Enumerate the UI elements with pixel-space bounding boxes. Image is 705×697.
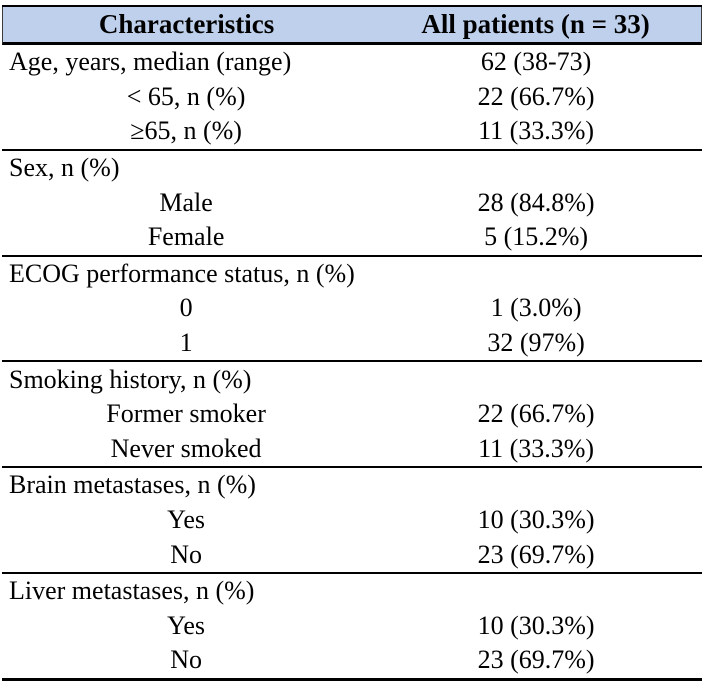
table-row: 0 1 (3.0%): [2, 291, 702, 326]
table-group: Age, years, median (range) 62 (38-73) < 65…: [2, 45, 702, 149]
row-label: ECOG performance status, n (%): [9, 258, 355, 288]
row-label: Never smoked: [110, 433, 262, 463]
row-label: No: [170, 645, 202, 675]
row-label: No: [170, 539, 202, 569]
row-value: 11 (33.3%): [478, 116, 595, 146]
table-row: Yes 10 (30.3%): [2, 609, 702, 644]
row-label: Age, years, median (range): [9, 47, 292, 77]
column-header-characteristics: Characteristics: [98, 9, 275, 39]
row-label: Sex, n (%): [9, 153, 120, 183]
row-value: 11 (33.3%): [478, 433, 595, 463]
table-row: < 65, n (%) 22 (66.7%): [2, 80, 702, 115]
table-row: Female 5 (15.2%): [2, 220, 702, 255]
row-label: 0: [179, 293, 193, 323]
table-group: ECOG performance status, n (%) 0 1 (3.0%) 1…: [2, 254, 702, 361]
table-row: Male 28 (84.8%): [2, 185, 702, 220]
row-label: ≥65, n (%): [130, 116, 242, 146]
table-row: 1 32 (97%): [2, 326, 702, 361]
row-value: 23 (69.7%): [477, 539, 595, 569]
row-label: Male: [159, 187, 213, 217]
row-label: Brain metastases, n (%): [9, 470, 256, 500]
table-row: Brain metastases, n (%): [2, 468, 702, 503]
table-header-row: Characteristics All patients (n = 33): [2, 7, 702, 45]
row-label: Yes: [167, 505, 206, 535]
row-value: 32 (97%): [487, 328, 585, 358]
row-value: 10 (30.3%): [477, 505, 595, 535]
row-label: Female: [147, 222, 225, 252]
table-row: Sex, n (%): [2, 151, 702, 186]
table-group: Brain metastases, n (%) Yes 10 (30.3%) No 23…: [2, 466, 702, 572]
row-value: 22 (66.7%): [477, 399, 595, 429]
column-header-all-patients: All patients (n = 33): [421, 9, 650, 39]
table-row: Never smoked 11 (33.3%): [2, 432, 702, 467]
table-group: Sex, n (%) Male 28 (84.8%) Female 5 (15.2%): [2, 148, 702, 255]
row-value: 1 (3.0%): [490, 293, 582, 323]
table-row: Age, years, median (range) 62 (38-73): [2, 45, 702, 80]
table-row: No 23 (69.7%): [2, 537, 702, 572]
table-row: Former smoker 22 (66.7%): [2, 397, 702, 432]
table-group: Liver metastases, n (%) Yes 10 (30.3%) No 23…: [2, 571, 702, 678]
patient-characteristics-table: Characteristics All patients (n = 33) Ag…: [2, 5, 702, 681]
table-row: Yes 10 (30.3%): [2, 503, 702, 538]
row-label: Smoking history, n (%): [9, 364, 252, 394]
row-value: 23 (69.7%): [477, 645, 595, 675]
row-label: Liver metastases, n (%): [9, 576, 255, 606]
row-label: Yes: [167, 610, 206, 640]
table-group: Smoking history, n (%) Former smoker 22 (6…: [2, 360, 702, 466]
row-value: 22 (66.7%): [477, 81, 595, 111]
row-value: 28 (84.8%): [477, 187, 595, 217]
table-row: Smoking history, n (%): [2, 362, 702, 397]
row-value: 5 (15.2%): [484, 222, 589, 252]
table-row: Liver metastases, n (%): [2, 574, 702, 609]
row-label: Former smoker: [106, 399, 266, 429]
row-value: 10 (30.3%): [477, 610, 595, 640]
table-row: No 23 (69.7%): [2, 643, 702, 678]
table-body: Age, years, median (range) 62 (38-73) < 65…: [2, 45, 702, 678]
table-row: ≥65, n (%) 11 (33.3%): [2, 114, 702, 149]
row-label: < 65, n (%): [126, 81, 246, 111]
table-row: ECOG performance status, n (%): [2, 257, 702, 292]
row-value: 62 (38-73): [480, 47, 592, 77]
row-label: 1: [179, 328, 193, 358]
